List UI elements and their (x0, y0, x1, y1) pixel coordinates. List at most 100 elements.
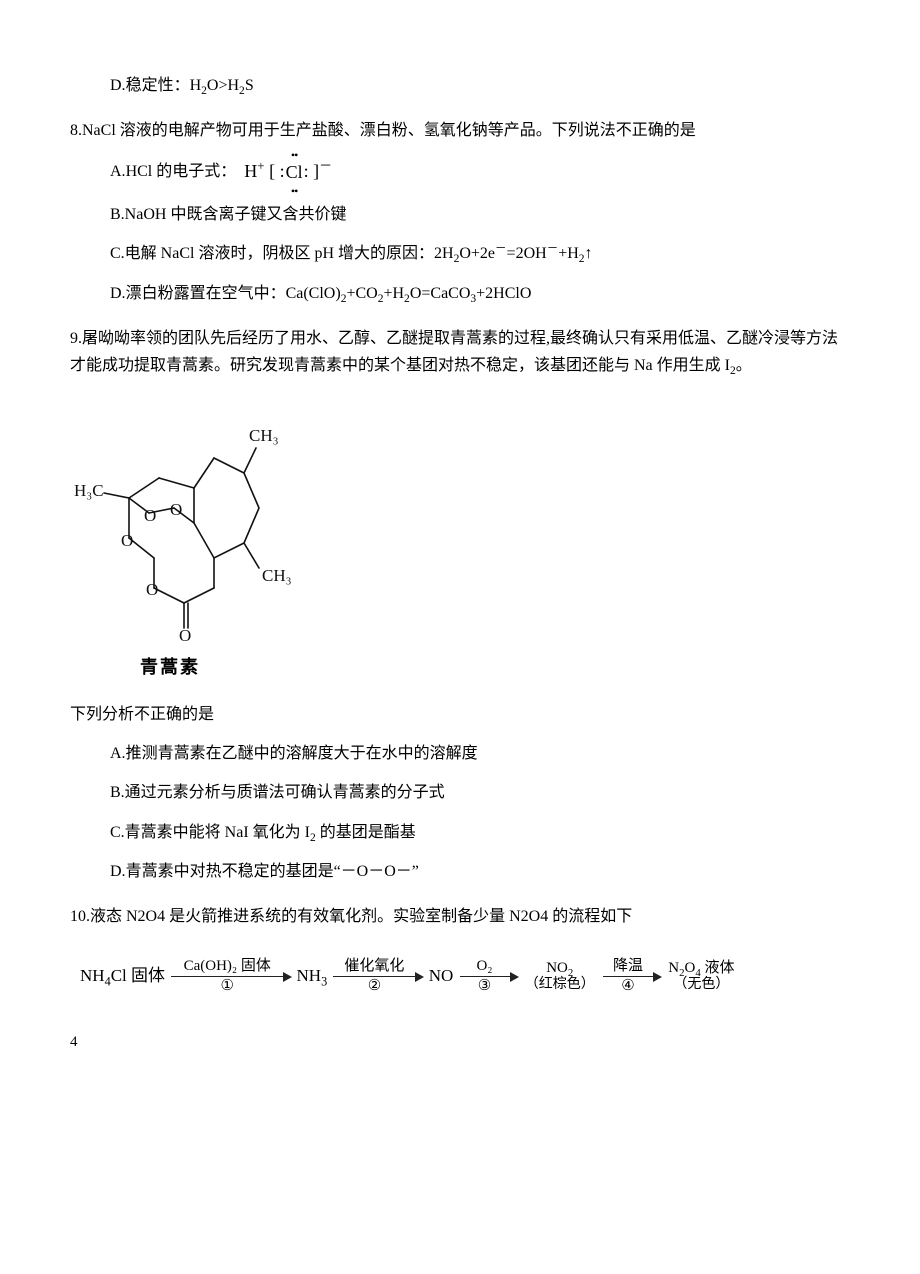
formula-part: O>H (207, 77, 239, 94)
eq-part: O+2e (459, 245, 495, 262)
q8-stem: 8.NaCl 溶液的电解产物可用于生产盐酸、漂白粉、氢氧化钠等产品。下列说法不正… (70, 117, 850, 144)
option-label: C. (110, 824, 125, 841)
formula-part: O (685, 960, 696, 976)
label-o3: O (121, 531, 133, 550)
formula-line: NO2 (525, 960, 595, 977)
superscript: － (547, 243, 559, 255)
formula-line: N2O4 液体 (668, 960, 734, 977)
option-text: 漂白粉露置在空气中： (126, 285, 286, 302)
label-o1: O (144, 506, 156, 525)
charge-minus: － (319, 158, 332, 173)
molecule-svg: CH₃ H₃C CH₃ O O O O O (74, 393, 304, 643)
page-number: 4 (70, 1030, 850, 1056)
question-number: 8. (70, 122, 82, 139)
arrow-line (333, 976, 415, 977)
q9-option-b: B.通过元素分析与质谱法可确认青蒿素的分子式 (110, 779, 850, 806)
q9-stem: 9.屠呦呦率领的团队先后经历了用水、乙醇、乙醚提取青蒿素的过程,最终确认只有采用… (70, 325, 850, 379)
cl-with-dots: ••Cl•• (285, 157, 304, 189)
artemisinin-structure: CH₃ H₃C CH₃ O O O O O 青蒿素 (74, 393, 850, 683)
q8-option-a: A.HCl 的电子式： H+ [ :••Cl••: ]－ (110, 156, 850, 189)
q9-option-d: D.青蒿素中对热不稳定的基团是“－O－O－” (110, 858, 850, 885)
option-text: 通过元素分析与质谱法可确认青蒿素的分子式 (125, 784, 445, 801)
q10-stem: 10.液态 N2O4 是火箭推进系统的有效氧化剂。实验室制备少量 N2O4 的流… (70, 903, 850, 930)
formula-part: Cl 固体 (111, 966, 165, 985)
flow-node-no2: NO2 （红棕色） (525, 960, 595, 993)
flow-node-no: NO (429, 962, 454, 991)
q8-option-c: C.电解 NaCl 溶液时，阴极区 pH 增大的原因：2H2O+2e－=2OH－… (110, 240, 850, 267)
flow-step-3: O₂ ③ (460, 958, 510, 996)
molecule-caption: 青蒿素 (140, 652, 850, 683)
question-number: 9. (70, 330, 82, 347)
question-number: 10. (70, 908, 90, 925)
eq-part: +2HClO (476, 285, 531, 302)
formula-part: S (245, 77, 254, 94)
q8-option-d: D.漂白粉露置在空气中：Ca(ClO)2+CO2+H2O=CaCO3+2HClO (110, 280, 850, 307)
option-text-tail: 的基团是酯基 (316, 824, 416, 841)
flow-node-nh4cl: NH4Cl 固体 (80, 962, 165, 991)
eq-part: +H (383, 285, 404, 302)
label-o4: O (146, 580, 158, 599)
question-text-tail: 。 (736, 357, 752, 374)
option-label: A. (110, 163, 126, 180)
arrow-tip-icon (653, 972, 662, 982)
option-text: HCl 的电子式： (126, 163, 237, 180)
arrow-tip-icon (283, 972, 292, 982)
arrow-bottom-label: ③ (460, 978, 510, 995)
question-text: 液态 N2O4 是火箭推进系统的有效氧化剂。实验室制备少量 N2O4 的流程如下 (90, 908, 632, 925)
subscript: 3 (321, 975, 327, 989)
bracket-left: [ (269, 161, 280, 181)
eq-part: ↑ (585, 245, 593, 262)
option-text: 稳定性： (126, 77, 190, 94)
label-o2: O (170, 500, 182, 519)
arrow-tip-icon (510, 972, 519, 982)
arrow-line (460, 976, 510, 977)
label-h3c: H₃C (74, 481, 104, 500)
option-text: 青蒿素中能将 NaI 氧化为 I (125, 824, 310, 841)
option-text: 青蒿素中对热不稳定的基团是“－O－O－” (126, 863, 419, 880)
dots-bottom: •• (291, 185, 297, 197)
arrow-line (171, 976, 283, 977)
paren-note: （红棕色） (525, 977, 595, 993)
flow-step-4: 降温 ④ (603, 958, 653, 996)
option-label: B. (110, 784, 125, 801)
q9-option-c: C.青蒿素中能将 NaI 氧化为 I2 的基团是酯基 (110, 819, 850, 846)
dots-top: •• (291, 149, 297, 161)
q10-flow-diagram: NH4Cl 固体 Ca(OH)₂ 固体 ① NH3 催化氧化 ② NO O₂ ③… (80, 958, 850, 996)
eq-part: =2OH (507, 245, 547, 262)
eq-part: +CO (346, 285, 377, 302)
q9-lead: 下列分析不正确的是 (70, 701, 850, 728)
option-label: A. (110, 745, 126, 762)
arrow-top-label: 降温 (603, 958, 653, 975)
formula-part: NH (297, 966, 322, 985)
flow-step-2: 催化氧化 ② (333, 958, 415, 996)
arrow-bottom-label: ① (171, 978, 283, 995)
question-text: NaCl 溶液的电解产物可用于生产盐酸、漂白粉、氢氧化钠等产品。下列说法不正确的… (82, 122, 696, 139)
flow-node-nh3: NH3 (297, 962, 328, 991)
paren-note: （无色） (668, 977, 734, 993)
arrow-bottom-label: ② (333, 978, 415, 995)
question-text: 屠呦呦率领的团队先后经历了用水、乙醇、乙醚提取青蒿素的过程,最终确认只有采用低温… (70, 330, 838, 374)
eq-part: Ca(ClO) (286, 285, 341, 302)
option-label: D. (110, 285, 126, 302)
option-text: NaOH 中既含离子键又含共价键 (125, 206, 347, 223)
charge-plus: + (257, 158, 264, 173)
label-o-dbl: O (179, 626, 191, 643)
flow-step-1: Ca(OH)₂ 固体 ① (171, 958, 283, 996)
label-ch3-top: CH₃ (249, 426, 279, 445)
bracket-right: ] (309, 161, 320, 181)
superscript: － (495, 243, 507, 255)
formula-part: NO (546, 960, 568, 976)
option-label: B. (110, 206, 125, 223)
formula-part: H (190, 77, 202, 94)
formula-part: N (668, 960, 679, 976)
arrow-top-label: O₂ (460, 958, 510, 975)
eq-part: 2H (434, 245, 454, 262)
option-label: D. (110, 863, 126, 880)
arrow-tip-icon (415, 972, 424, 982)
lewis-structure: H+ [ :••Cl••: ]－ (244, 156, 332, 189)
q9-option-a: A.推测青蒿素在乙醚中的溶解度大于在水中的溶解度 (110, 740, 850, 767)
arrow-top-label: Ca(OH)₂ 固体 (171, 958, 283, 975)
option-text: 推测青蒿素在乙醚中的溶解度大于在水中的溶解度 (126, 745, 478, 762)
formula-part: NH (80, 966, 105, 985)
flow-node-n2o4: N2O4 液体 （无色） (668, 960, 734, 993)
